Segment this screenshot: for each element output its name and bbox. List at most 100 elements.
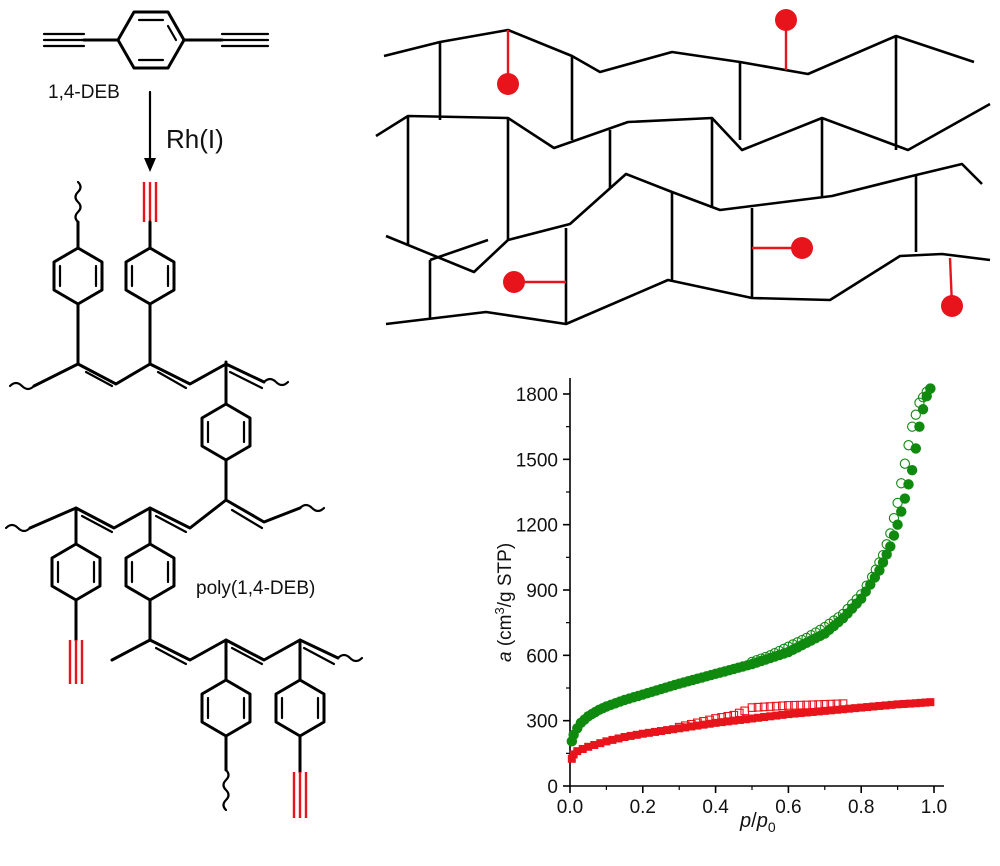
x-tick-label: 1.0 (921, 797, 947, 818)
data-point (699, 720, 708, 729)
data-point (863, 703, 872, 712)
catalyst-label: Rh(I) (166, 124, 224, 154)
x-axis-label-sep: / (751, 810, 757, 832)
x-axis-label-p0: p (756, 810, 768, 832)
data-point (925, 383, 936, 394)
data-point (820, 706, 829, 715)
data-point (626, 731, 635, 740)
data-point (796, 700, 805, 710)
data-point (590, 740, 599, 749)
pendant-group-icon (497, 30, 519, 95)
data-point (910, 443, 921, 454)
data-point (717, 718, 726, 727)
data-point (814, 707, 823, 716)
data-point (675, 724, 684, 733)
data-point (644, 728, 653, 737)
data-point (596, 739, 605, 748)
y-axis-label-sup: 3 (492, 607, 507, 614)
data-point (711, 718, 720, 727)
data-point (921, 698, 930, 707)
y-tick-label: 300 (526, 712, 558, 733)
arrow-head-icon (144, 158, 156, 172)
reaction-scheme: 1,4-DEB Rh(I) (4, 10, 364, 818)
data-point (748, 714, 756, 723)
data-point (705, 719, 714, 728)
data-point (892, 519, 903, 530)
data-point (729, 716, 738, 725)
x-tick-label: 0.0 (557, 797, 583, 818)
x-tick-group: 0.0 0.2 0.4 0.6 0.8 1.0 (557, 786, 947, 818)
data-point (857, 703, 866, 712)
x-tick-label: 0.6 (775, 797, 801, 818)
y-tick-label: 1200 (516, 516, 558, 537)
data-point (914, 421, 925, 432)
data-point (759, 702, 769, 712)
pendant-group-icon (503, 271, 566, 293)
data-point (802, 708, 811, 717)
network-schematic (375, 9, 991, 326)
data-point (917, 404, 929, 415)
data-point (784, 710, 793, 719)
data-point (899, 493, 911, 504)
data-point (777, 701, 787, 711)
data-point (765, 702, 775, 711)
data-point (638, 729, 647, 738)
data-point (887, 700, 896, 709)
data-point (826, 706, 835, 715)
data-point (877, 557, 889, 568)
data-point (916, 698, 925, 707)
data-point (663, 726, 672, 735)
data-point (753, 702, 763, 712)
data-point (796, 709, 805, 718)
data-point (790, 709, 799, 718)
data-point (888, 530, 900, 541)
data-point (754, 713, 763, 722)
data-point (650, 727, 659, 736)
data-point (906, 465, 918, 476)
y-axis-label-a: a (495, 651, 516, 662)
data-point (669, 725, 678, 734)
x-tick-label: 0.4 (702, 797, 729, 818)
pendant-group-icon (941, 257, 963, 317)
data-point (657, 727, 665, 736)
data-point (808, 707, 817, 716)
data-point (614, 734, 623, 743)
data-point (766, 712, 775, 721)
pendant-group-icon (775, 9, 797, 70)
data-point (620, 733, 629, 741)
data-point (573, 747, 582, 756)
data-point (693, 721, 702, 730)
data-point (784, 701, 793, 710)
x-tick-label: 0.8 (848, 797, 874, 818)
data-point (832, 705, 841, 714)
data-point (926, 698, 935, 707)
data-point (839, 705, 847, 714)
data-point (875, 701, 884, 710)
data-point (772, 711, 781, 720)
x-axis-label: p/p0 (739, 810, 776, 835)
data-point (778, 710, 787, 719)
data-point (905, 699, 914, 708)
pendant-group-icon (752, 237, 813, 259)
y-axis-label-post: /g STP) (495, 543, 516, 607)
data-point (899, 458, 911, 469)
data-point (747, 703, 757, 712)
data-point (760, 713, 769, 722)
data-point (735, 715, 744, 724)
data-point (869, 702, 878, 711)
data-point (578, 744, 587, 753)
data-point (608, 735, 617, 744)
data-point (885, 541, 896, 552)
data-point (874, 565, 885, 576)
data-point (899, 699, 908, 708)
y-tick-label: 1500 (516, 450, 558, 471)
y-tick-group: 0 300 600 900 1200 1500 1800 (516, 385, 570, 798)
polymer-structure (4, 180, 364, 818)
data-point (734, 708, 744, 718)
data-point (845, 704, 854, 713)
x-tick-label: 0.2 (630, 797, 656, 818)
y-tick-label: 0 (547, 777, 558, 798)
data-point (602, 737, 611, 746)
isotherm-chart: 0.0 0.2 0.4 0.6 0.8 1.0 0 300 600 900 1200 1500 180… (492, 378, 947, 835)
